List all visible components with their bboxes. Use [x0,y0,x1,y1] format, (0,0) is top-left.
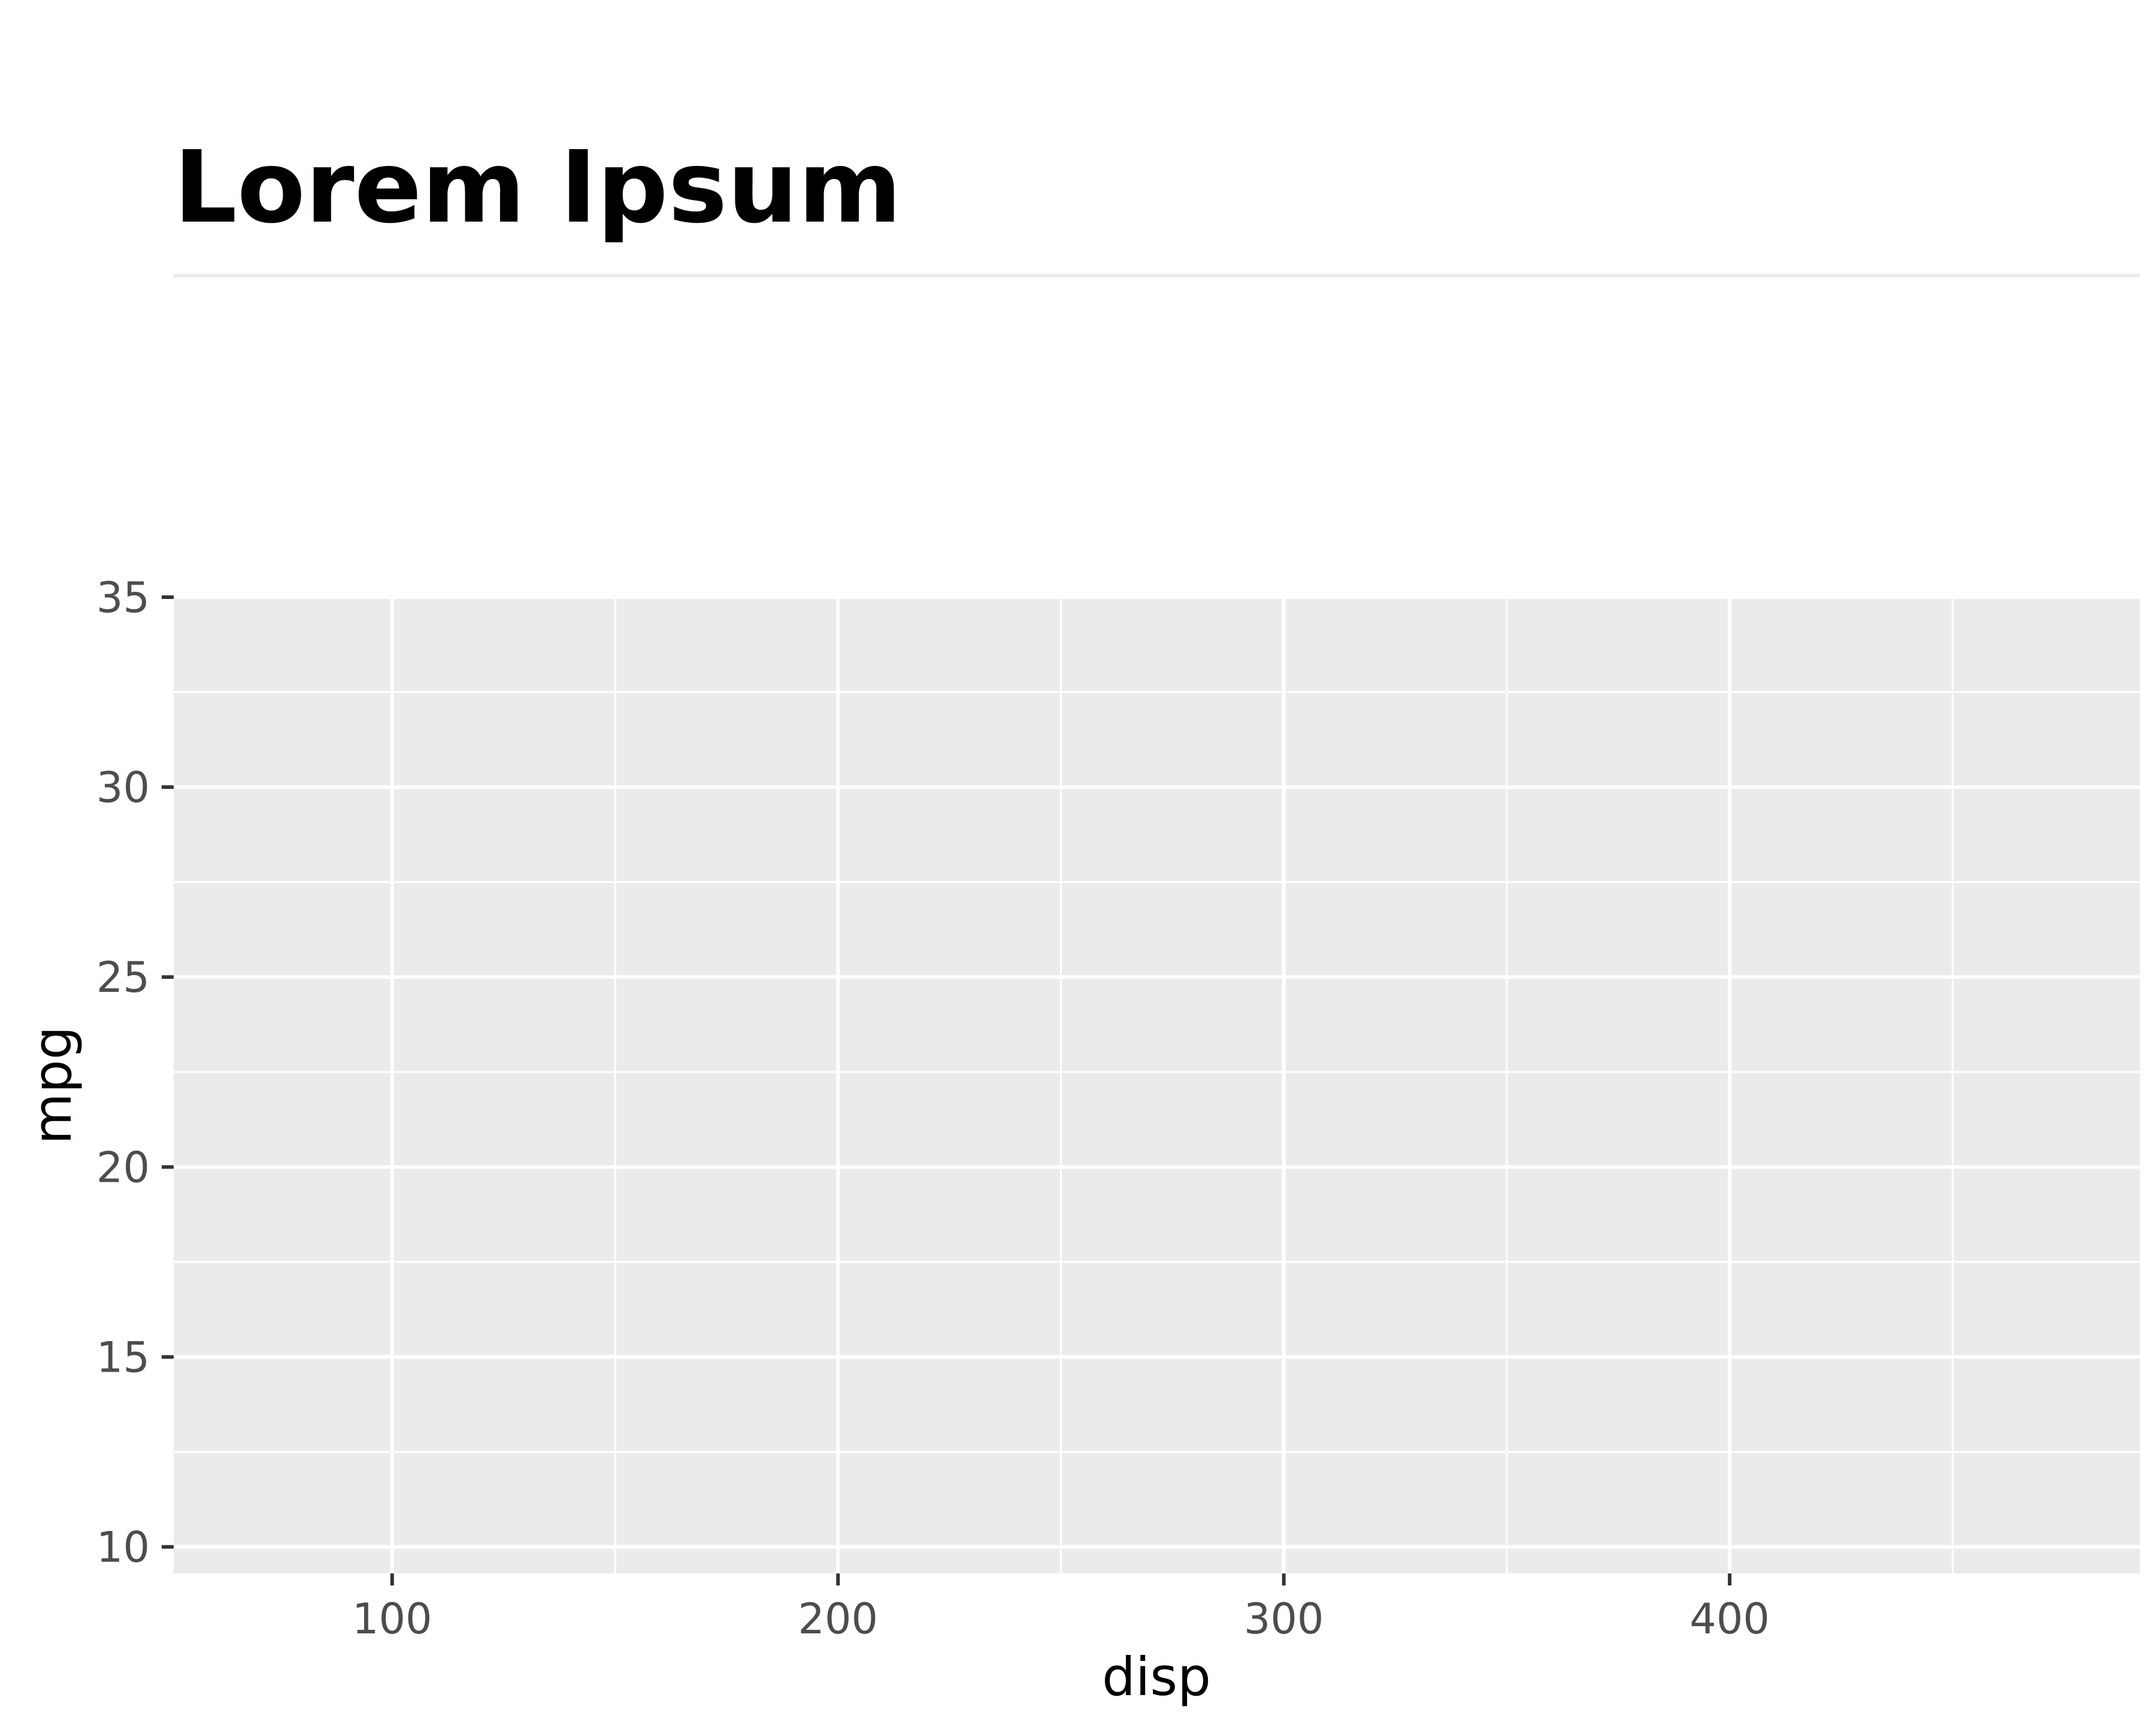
chart-title: Lorem Ipsum [174,130,902,246]
x-tick-label: 200 [798,1594,878,1644]
x-tick-label: 400 [1689,1594,1770,1644]
y-tick-label: 35 [96,573,150,622]
y-tick-label: 10 [96,1523,150,1572]
y-tick-label: 30 [96,763,150,812]
x-axis-title: disp [1102,1646,1211,1708]
y-axis-title: mpg [22,1026,83,1144]
y-tick-label: 15 [96,1333,150,1382]
y-tick-label: 25 [96,953,150,1002]
y-tick-label: 20 [96,1143,150,1192]
major-gridlines [174,595,2140,1573]
minor-gridlines [174,597,2140,1573]
x-tick-label: 100 [352,1594,432,1644]
x-axis: 100 200 300 400 [352,1573,1770,1644]
x-tick-label: 300 [1244,1594,1324,1644]
plot-panel [174,597,2140,1573]
y-axis: 10 15 20 25 30 35 [96,573,174,1572]
